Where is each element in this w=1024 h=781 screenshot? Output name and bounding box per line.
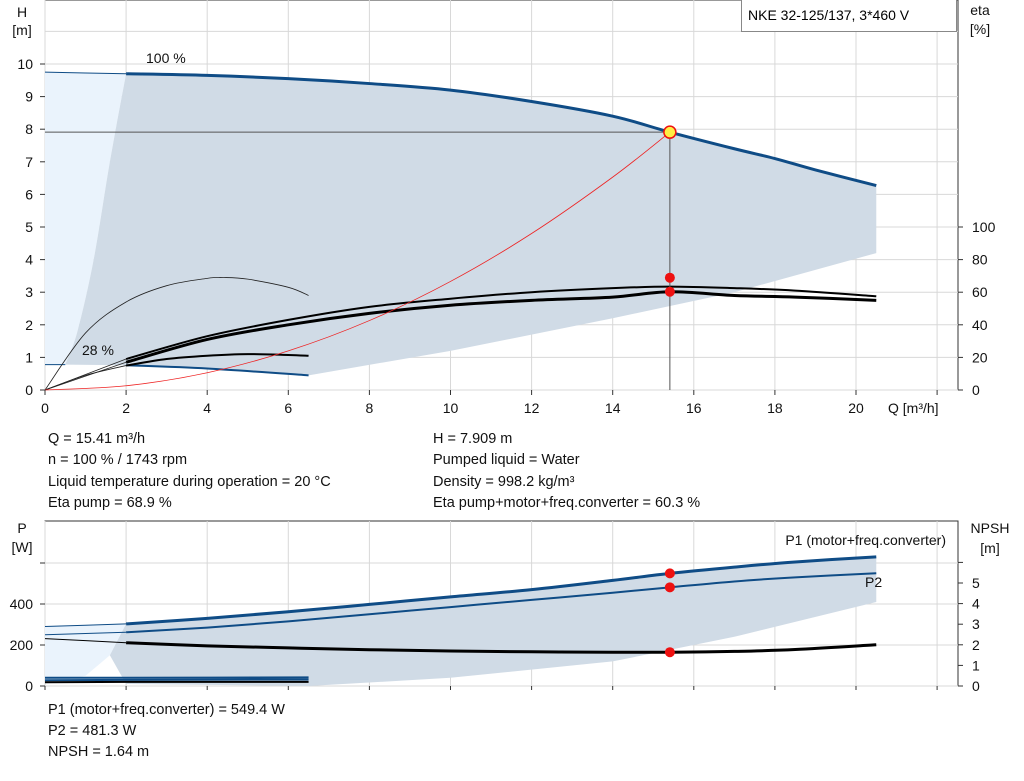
info-eta-total: Eta pump+motor+freq.converter = 60.3 % [433, 495, 701, 511]
eta-total-curve-extension [44, 361, 127, 391]
h-tick-label: 5 [25, 219, 33, 235]
eta-total-curve-28 [125, 353, 309, 367]
p-tick-label: 0 [25, 678, 33, 694]
low-flow-region [45, 72, 127, 365]
h-axis-unit: [m] [12, 22, 31, 38]
p2-label: P2 [865, 574, 882, 590]
operating-region-power [109, 556, 877, 686]
head-curve-100 [126, 72, 877, 188]
npsh-curve [126, 641, 877, 654]
eta-axis-label: eta [970, 2, 990, 18]
h-tick-label: 8 [25, 121, 33, 137]
p-axis-label: P [17, 520, 26, 536]
p-tick-label: 400 [10, 596, 34, 612]
q-tick-label: 14 [605, 400, 621, 416]
speed-label-28: 28 % [82, 342, 114, 358]
npsh-axis-unit: [m] [980, 540, 999, 556]
q-tick-label: 4 [203, 400, 211, 416]
eta-pump-point [664, 272, 675, 283]
npsh-tick-label: 3 [972, 616, 980, 632]
p1-label: P1 (motor+freq.converter) [785, 532, 946, 548]
eta-total-point [664, 286, 675, 297]
p-tick-label: 200 [10, 637, 34, 653]
h-tick-label: 2 [25, 317, 33, 333]
operating-region [65, 73, 877, 376]
info-p1: P1 (motor+freq.converter) = 549.4 W [48, 702, 285, 718]
q-tick-label: 8 [366, 400, 374, 416]
info-temperature: Liquid temperature during operation = 20… [48, 474, 331, 490]
low-flow-region-power [45, 623, 127, 680]
q-tick-label: 10 [443, 400, 459, 416]
h-tick-label: 6 [25, 186, 33, 202]
system-curve [44, 131, 671, 391]
speed-label-100: 100 % [146, 50, 186, 66]
h-tick-label: 3 [25, 284, 33, 300]
h-tick-label: 4 [25, 252, 33, 268]
q-tick-label: 20 [848, 400, 864, 416]
eta-tick-label: 20 [972, 349, 988, 365]
info-speed: n = 100 % / 1743 rpm [48, 452, 188, 468]
h-tick-label: 1 [25, 349, 33, 365]
q-tick-label: 6 [284, 400, 292, 416]
npsh-curve-extension [44, 638, 127, 644]
npsh-point [664, 647, 675, 658]
q-tick-label: 0 [41, 400, 49, 416]
h-tick-label: 0 [25, 382, 33, 398]
q-tick-label: 2 [122, 400, 130, 416]
h-tick-label: 7 [25, 154, 33, 170]
h-tick-label: 9 [25, 89, 33, 105]
eta-pump-curve [125, 285, 877, 360]
q-tick-label: 16 [686, 400, 702, 416]
eta-pump-curve-28 [44, 276, 309, 391]
eta-total-curve [125, 290, 877, 364]
q-axis-label: Q [m³/h] [888, 400, 939, 416]
npsh-axis-label: NPSH [971, 520, 1010, 536]
info-liquid: Pumped liquid = Water [433, 452, 580, 468]
p1-curve-extension [44, 623, 127, 628]
info-p2: P2 = 481.3 W [48, 723, 137, 739]
eta-tick-label: 40 [972, 317, 988, 333]
info-q: Q = 15.41 m³/h [48, 431, 146, 447]
eta-tick-label: 60 [972, 284, 988, 300]
q-tick-label: 12 [524, 400, 540, 416]
operating-point [663, 125, 677, 139]
p2-curve-extension [44, 631, 127, 636]
p1-point [664, 568, 675, 579]
eta-tick-label: 80 [972, 252, 988, 268]
eta-tick-label: 100 [972, 219, 996, 235]
p2-point [664, 582, 675, 593]
npsh-tick-label: 1 [972, 657, 980, 673]
info-density: Density = 998.2 kg/m³ [433, 474, 575, 490]
h-tick-label: 10 [17, 56, 33, 72]
pump-title-box: NKE 32-125/137, 3*460 V [741, 0, 957, 32]
info-head: H = 7.909 m [433, 431, 513, 447]
p2-curve [126, 572, 877, 634]
npsh-tick-label: 0 [972, 678, 980, 694]
q-tick-label: 18 [767, 400, 783, 416]
npsh-tick-label: 4 [972, 596, 980, 612]
eta-axis-unit: [%] [970, 21, 990, 37]
npsh-tick-label: 5 [972, 575, 980, 591]
p2-28-curve [44, 678, 309, 682]
info-npsh: NPSH = 1.64 m [48, 744, 150, 760]
head-curve-28 [126, 364, 309, 377]
h-axis-label: H [17, 4, 27, 20]
npsh-tick-label: 2 [972, 637, 980, 653]
head-curve-100-extension [44, 71, 127, 75]
p1-curve [125, 555, 877, 626]
eta-tick-label: 0 [972, 382, 980, 398]
info-eta-pump: Eta pump = 68.9 % [48, 495, 172, 511]
p-axis-unit: [W] [12, 539, 33, 555]
